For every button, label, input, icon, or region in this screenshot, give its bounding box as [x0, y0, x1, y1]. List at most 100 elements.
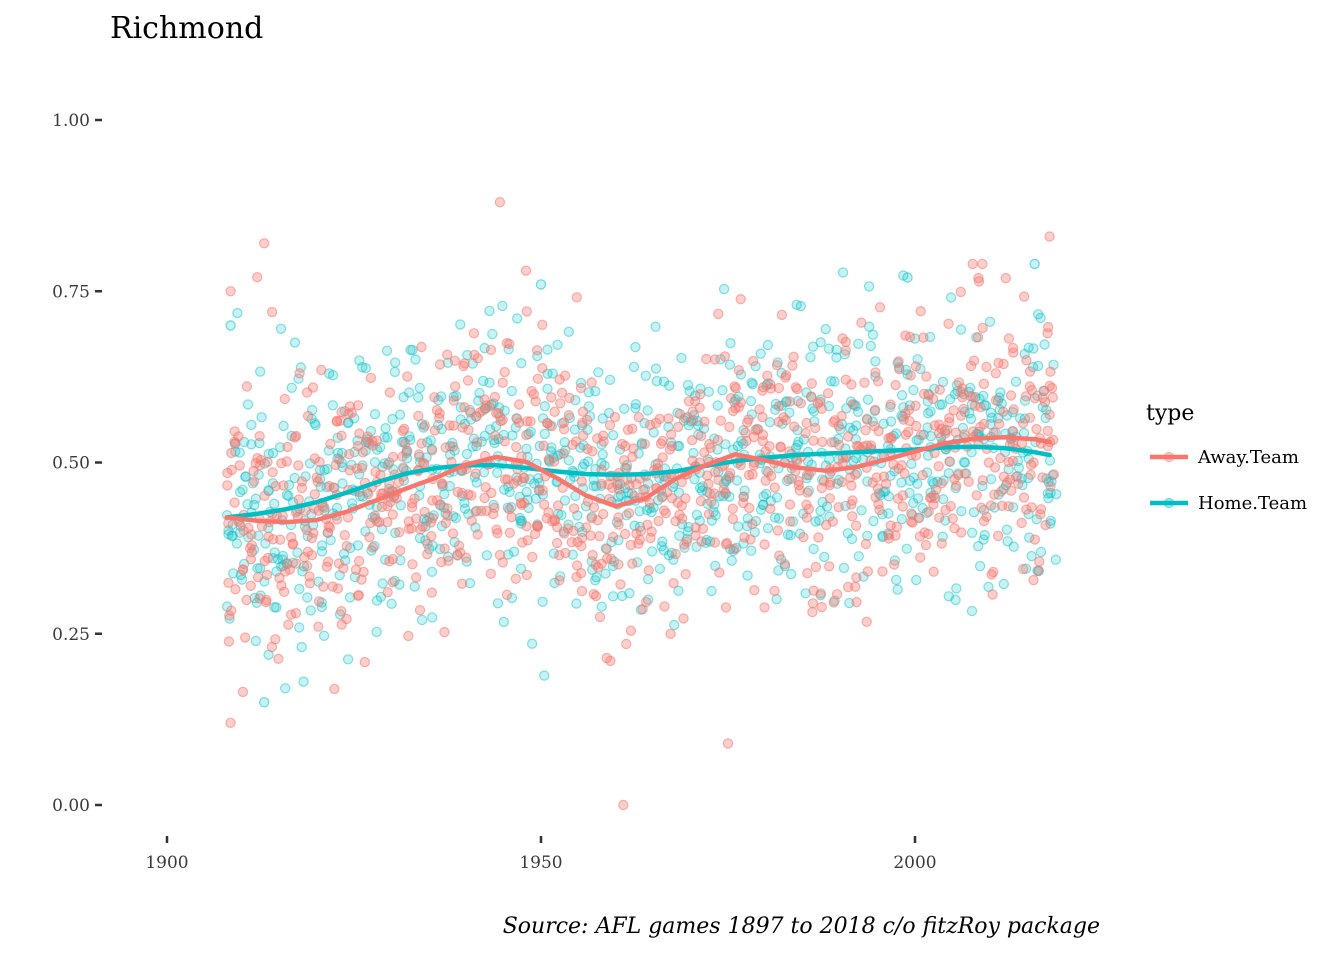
data-point: [498, 616, 509, 628]
data-point: [791, 299, 802, 310]
data-point: [920, 539, 932, 551]
data-point: [625, 539, 637, 551]
data-point: [364, 531, 375, 543]
data-point: [769, 585, 780, 597]
data-point: [812, 398, 824, 409]
data-point: [588, 480, 599, 492]
data-point: [985, 407, 997, 418]
data-point: [793, 475, 804, 487]
data-point: [559, 437, 570, 448]
data-point: [819, 551, 830, 563]
data-point: [959, 457, 971, 468]
data-point: [305, 605, 316, 616]
data-point: [833, 502, 844, 513]
data-point: [502, 502, 513, 513]
data-point: [798, 532, 809, 543]
data-point: [382, 459, 394, 470]
data-point: [715, 415, 727, 426]
data-point: [419, 506, 430, 518]
data-point: [491, 408, 502, 419]
data-point: [745, 534, 756, 545]
data-point: [618, 799, 629, 811]
data-point: [322, 556, 334, 568]
data-point: [282, 441, 293, 453]
data-point: [840, 336, 852, 348]
data-point: [407, 559, 418, 570]
data-point: [815, 505, 826, 517]
data-point: [512, 313, 523, 324]
data-point: [274, 572, 285, 584]
data-point: [972, 332, 984, 343]
data-point: [322, 527, 333, 538]
legend-key-point: [1163, 497, 1175, 509]
data-point: [807, 606, 818, 618]
data-point: [714, 567, 725, 578]
data-point: [461, 448, 473, 460]
data-point: [930, 484, 942, 495]
data-point: [673, 421, 684, 433]
data-point: [718, 283, 730, 295]
data-point: [447, 441, 459, 452]
data-point: [744, 502, 755, 514]
data-point: [497, 377, 508, 388]
data-point: [358, 566, 369, 578]
data-point: [426, 530, 437, 542]
data-point: [978, 534, 989, 545]
data-point: [724, 421, 735, 433]
data-point: [1008, 404, 1019, 415]
data-point: [680, 569, 691, 580]
data-point: [325, 535, 336, 546]
data-point: [846, 499, 857, 510]
data-point: [861, 616, 872, 628]
data-point: [883, 508, 894, 519]
data-point: [537, 596, 548, 608]
data-point: [504, 486, 515, 498]
data-point: [237, 484, 248, 495]
data-point: [382, 432, 393, 443]
data-point: [856, 505, 867, 516]
data-point: [585, 530, 596, 541]
data-point: [906, 458, 917, 470]
data-point: [865, 340, 877, 352]
data-point: [641, 596, 652, 608]
data-point: [936, 399, 948, 410]
data-point: [609, 411, 621, 423]
data-point: [657, 435, 668, 447]
data-point: [850, 581, 861, 593]
data-point: [788, 351, 799, 362]
data-point: [891, 574, 902, 586]
data-point: [951, 583, 962, 594]
data-point: [1045, 481, 1056, 492]
y-tick-label: 1.00: [52, 111, 90, 131]
data-point: [377, 578, 388, 589]
data-point: [746, 377, 757, 388]
data-point: [885, 520, 896, 531]
data-point: [758, 491, 769, 502]
data-point: [234, 447, 245, 458]
data-point: [979, 529, 990, 541]
data-point: [487, 328, 498, 340]
data-point: [803, 503, 815, 515]
data-point: [1045, 366, 1056, 377]
data-point: [447, 528, 459, 539]
data-point: [597, 413, 608, 424]
data-point: [401, 445, 412, 457]
data-point: [978, 390, 989, 401]
data-point: [511, 441, 522, 453]
data-point: [479, 430, 490, 442]
data-point: [717, 385, 728, 396]
data-point: [987, 589, 998, 600]
data-point: [234, 460, 245, 471]
data-point: [860, 538, 872, 550]
data-point: [657, 452, 668, 463]
data-point: [885, 399, 896, 410]
data-point: [668, 554, 679, 566]
data-point: [386, 598, 397, 610]
data-point: [242, 399, 254, 410]
data-point: [621, 460, 633, 471]
data-point: [967, 426, 979, 437]
data-point: [851, 596, 862, 608]
data-point: [600, 568, 611, 579]
data-point: [801, 512, 813, 523]
data-point: [352, 540, 364, 551]
